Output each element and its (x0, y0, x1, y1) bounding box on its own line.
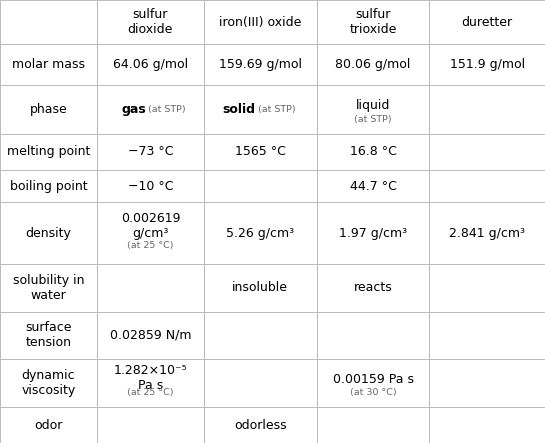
Text: (at 25 °C): (at 25 °C) (127, 389, 174, 397)
Bar (429, 264, 545, 311)
Text: odor: odor (34, 419, 63, 431)
Text: 16.8 °C: 16.8 °C (349, 145, 397, 159)
Bar (317, 311, 429, 359)
Text: density: density (26, 226, 71, 240)
Bar (317, 170, 429, 202)
Bar (0, 311, 97, 359)
Bar (429, 134, 545, 170)
Bar (204, 170, 317, 202)
Text: gas: gas (122, 103, 146, 116)
Bar (0, 0, 97, 44)
Text: (at 25 °C): (at 25 °C) (127, 241, 174, 250)
Bar (429, 85, 545, 134)
Bar (429, 0, 545, 44)
Text: (at STP): (at STP) (354, 115, 392, 124)
Bar (204, 311, 317, 359)
Bar (97, 311, 204, 359)
Bar (97, 202, 204, 264)
Bar (0, 202, 97, 264)
Bar (429, 407, 545, 443)
Text: −10 °C: −10 °C (128, 179, 173, 193)
Text: reacts: reacts (354, 281, 392, 294)
Text: iron(III) oxide: iron(III) oxide (219, 16, 301, 29)
Text: sulfur
dioxide: sulfur dioxide (128, 8, 173, 36)
Text: surface
tension: surface tension (25, 322, 72, 350)
Bar (317, 264, 429, 311)
Text: 1.97 g/cm³: 1.97 g/cm³ (339, 226, 407, 240)
Bar (97, 44, 204, 85)
Bar (97, 170, 204, 202)
Text: solubility in
water: solubility in water (13, 274, 84, 302)
Text: boiling point: boiling point (10, 179, 87, 193)
Text: liquid: liquid (356, 99, 390, 112)
Bar (317, 0, 429, 44)
Bar (0, 359, 97, 407)
Text: (at 30 °C): (at 30 °C) (350, 389, 396, 397)
Bar (317, 359, 429, 407)
Text: melting point: melting point (7, 145, 90, 159)
Text: insoluble: insoluble (232, 281, 288, 294)
Bar (317, 85, 429, 134)
Bar (97, 264, 204, 311)
Bar (97, 85, 204, 134)
Text: 64.06 g/mol: 64.06 g/mol (113, 58, 188, 71)
Bar (97, 0, 204, 44)
Text: solid: solid (223, 103, 256, 116)
Bar (0, 170, 97, 202)
Bar (317, 134, 429, 170)
Bar (429, 202, 545, 264)
Bar (0, 407, 97, 443)
Bar (204, 407, 317, 443)
Text: −73 °C: −73 °C (128, 145, 173, 159)
Text: 1565 °C: 1565 °C (235, 145, 286, 159)
Text: 0.002619
g/cm³: 0.002619 g/cm³ (120, 212, 180, 240)
Text: (at STP): (at STP) (148, 105, 186, 114)
Text: 0.00159 Pa s: 0.00159 Pa s (332, 373, 414, 386)
Text: sulfur
trioxide: sulfur trioxide (349, 8, 397, 36)
Bar (429, 170, 545, 202)
Text: dynamic
viscosity: dynamic viscosity (21, 369, 76, 397)
Text: 44.7 °C: 44.7 °C (349, 179, 397, 193)
Bar (204, 44, 317, 85)
Text: (at STP): (at STP) (258, 105, 295, 114)
Bar (429, 44, 545, 85)
Bar (97, 407, 204, 443)
Bar (317, 407, 429, 443)
Bar (429, 311, 545, 359)
Bar (0, 264, 97, 311)
Text: 80.06 g/mol: 80.06 g/mol (335, 58, 411, 71)
Bar (97, 134, 204, 170)
Text: odorless: odorless (234, 419, 287, 431)
Bar (204, 264, 317, 311)
Text: 159.69 g/mol: 159.69 g/mol (219, 58, 302, 71)
Bar (317, 44, 429, 85)
Bar (317, 202, 429, 264)
Bar (204, 359, 317, 407)
Bar (204, 85, 317, 134)
Bar (204, 134, 317, 170)
Text: 151.9 g/mol: 151.9 g/mol (450, 58, 525, 71)
Text: phase: phase (29, 103, 68, 116)
Bar (97, 359, 204, 407)
Bar (0, 134, 97, 170)
Text: 0.02859 N/m: 0.02859 N/m (110, 329, 191, 342)
Bar (204, 202, 317, 264)
Text: duretter: duretter (462, 16, 513, 29)
Bar (0, 44, 97, 85)
Text: molar mass: molar mass (12, 58, 85, 71)
Text: 1.282×10⁻⁵
Pa s: 1.282×10⁻⁵ Pa s (113, 364, 187, 392)
Bar (204, 0, 317, 44)
Text: 2.841 g/cm³: 2.841 g/cm³ (449, 226, 525, 240)
Text: 5.26 g/cm³: 5.26 g/cm³ (226, 226, 294, 240)
Bar (0, 85, 97, 134)
Bar (429, 359, 545, 407)
